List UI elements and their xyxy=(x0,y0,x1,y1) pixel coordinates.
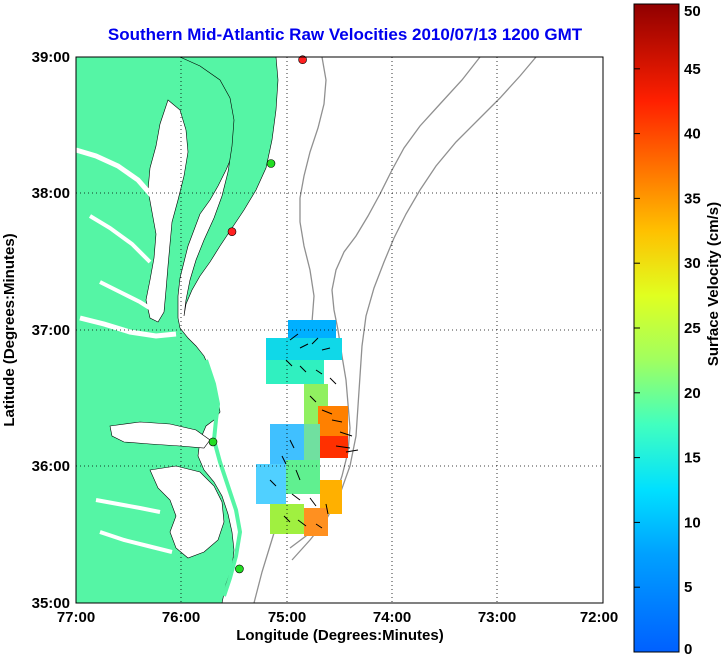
figure-title: Southern Mid-Atlantic Raw Velocities 201… xyxy=(108,25,583,44)
colorbar-tick-label: 15 xyxy=(684,450,701,467)
colorbar-tick-label: 0 xyxy=(684,641,692,658)
colorbar-tick-label: 5 xyxy=(684,579,692,596)
y-tick-label: 39:00 xyxy=(32,49,70,66)
outer-banks xyxy=(204,359,243,597)
x-tick-label: 73:00 xyxy=(478,609,516,626)
colorbar-tick-label: 25 xyxy=(684,320,701,337)
velocity-field xyxy=(256,320,359,536)
map-grid xyxy=(76,57,603,603)
river-rappahannock xyxy=(88,214,152,264)
chesapeake-bay xyxy=(145,99,189,323)
x-tick-label: 77:00 xyxy=(57,609,95,626)
colorbar-tick-label: 30 xyxy=(684,255,701,272)
contour-shelf xyxy=(299,56,327,323)
contour-slope xyxy=(291,56,537,561)
river-york xyxy=(99,280,158,314)
map-panel xyxy=(75,55,604,604)
river-potomac xyxy=(75,147,154,198)
colorbar-tick-label: 20 xyxy=(684,385,701,402)
x-tick-label: 76:00 xyxy=(162,609,200,626)
station-marker xyxy=(227,227,237,236)
colorbar-tick-label: 10 xyxy=(684,514,701,531)
river-james xyxy=(79,315,177,339)
colorbar-tick-label: 35 xyxy=(684,190,701,207)
y-tick-label: 38:00 xyxy=(32,185,70,202)
x-tick-labels: 77:00 76:00 75:00 74:00 73:00 72:00 xyxy=(57,609,618,626)
y-axis-label: Latitude (Degrees:Minutes) xyxy=(1,233,18,426)
colorbar-gradient xyxy=(633,3,680,653)
y-tick-label: 36:00 xyxy=(32,458,70,475)
colorbar-tick-label: 40 xyxy=(684,126,701,143)
station-markers xyxy=(208,55,307,574)
station-marker xyxy=(266,159,276,168)
y-tick-label: 37:00 xyxy=(32,322,70,339)
station-marker xyxy=(235,564,244,574)
pamlico-sound xyxy=(149,465,225,559)
x-axis-label: Longitude (Degrees:Minutes) xyxy=(236,627,444,644)
river-neuse xyxy=(99,530,173,554)
colorbar-label: Surface Velocity (cm/s) xyxy=(705,202,722,366)
x-tick-label: 74:00 xyxy=(373,609,411,626)
station-marker xyxy=(208,437,218,447)
colorbar-tick-label: 45 xyxy=(684,61,701,78)
x-tick-label: 72:00 xyxy=(580,609,618,626)
land-delmarva xyxy=(179,56,279,317)
station-marker xyxy=(298,55,307,65)
y-tick-label: 35:00 xyxy=(32,595,70,612)
x-tick-label: 75:00 xyxy=(268,609,306,626)
river-pamlico xyxy=(95,498,161,514)
map-frame xyxy=(75,56,604,604)
colorbar-tick-label: 50 xyxy=(684,3,701,20)
y-tick-labels: 39:00 38:00 37:00 36:00 35:00 xyxy=(32,49,70,612)
albemarle-sound xyxy=(109,421,211,449)
